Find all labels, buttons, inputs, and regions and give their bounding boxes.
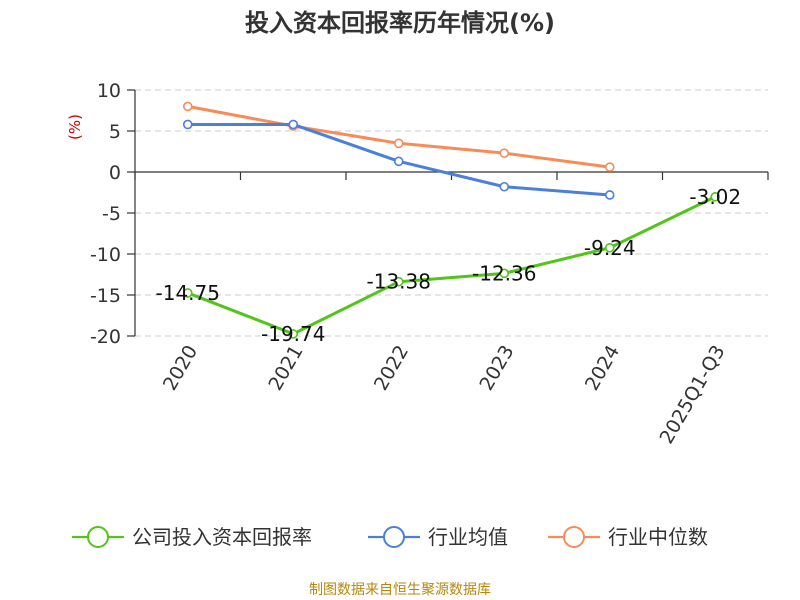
y-tick-label: -20	[90, 326, 121, 348]
legend-marker	[563, 526, 585, 548]
x-tick-label: 2021	[264, 342, 307, 395]
y-tick-label: 5	[109, 121, 121, 143]
legend-label: 行业均值	[428, 525, 508, 549]
data-point	[393, 156, 404, 167]
data-label: -3.02	[689, 185, 741, 209]
chart-title: 投入资本回报率历年情况(%)	[245, 9, 555, 37]
series-layer	[182, 101, 721, 339]
y-tick-label: -5	[102, 203, 121, 225]
y-tick-label: -10	[90, 244, 121, 266]
data-point	[182, 288, 193, 298]
data-point	[288, 119, 299, 130]
y-axis-unit: (%)	[66, 114, 84, 140]
x-tick-label: 2022	[370, 342, 413, 395]
data-label: -12.36	[472, 261, 536, 285]
legend: 公司投入资本回报率 行业均值 行业中位数	[72, 525, 708, 549]
source-note: 制图数据来自恒生聚源数据库	[309, 582, 491, 598]
data-point	[288, 329, 299, 339]
x-tick-label: 2025Q1-Q3	[656, 342, 730, 448]
series-line	[187, 195, 716, 336]
data-point	[499, 148, 510, 158]
legend-item: 公司投入资本回报率	[72, 525, 312, 549]
data-point	[499, 181, 510, 192]
legend-label: 公司投入资本回报率	[132, 525, 312, 549]
data-labels: -14.75 -19.74 -13.38 -12.36 -9.24 -3.02	[156, 185, 742, 346]
grid	[135, 89, 768, 337]
data-point	[393, 276, 404, 287]
data-point	[604, 162, 615, 172]
legend-label: 行业中位数	[608, 525, 708, 549]
y-tick-label: 10	[97, 80, 121, 102]
data-label: -9.24	[584, 236, 636, 260]
x-tick-label: 2024	[581, 342, 624, 395]
data-label: -19.74	[261, 322, 325, 346]
legend-marker	[87, 526, 109, 548]
y-tick-label: -15	[90, 285, 121, 307]
data-point	[182, 119, 193, 130]
legend-item: 行业均值	[368, 525, 508, 549]
legend-marker	[383, 526, 405, 548]
axes: 10 5 0 -5 -10 -15 -20 2020 2021 2022 2023 2024 2025Q…	[90, 80, 769, 448]
legend-item: 行业中位数	[548, 525, 708, 549]
data-point	[182, 101, 193, 112]
data-point	[604, 242, 615, 253]
data-point	[393, 138, 404, 149]
x-tick-label: 2023	[475, 342, 518, 395]
x-tick-label: 2020	[159, 342, 202, 395]
data-label: -14.75	[156, 281, 220, 305]
data-point	[499, 268, 510, 279]
data-label: -13.38	[367, 270, 431, 294]
data-point	[710, 191, 721, 202]
y-tick-label: 0	[109, 162, 121, 184]
data-point	[604, 190, 615, 200]
